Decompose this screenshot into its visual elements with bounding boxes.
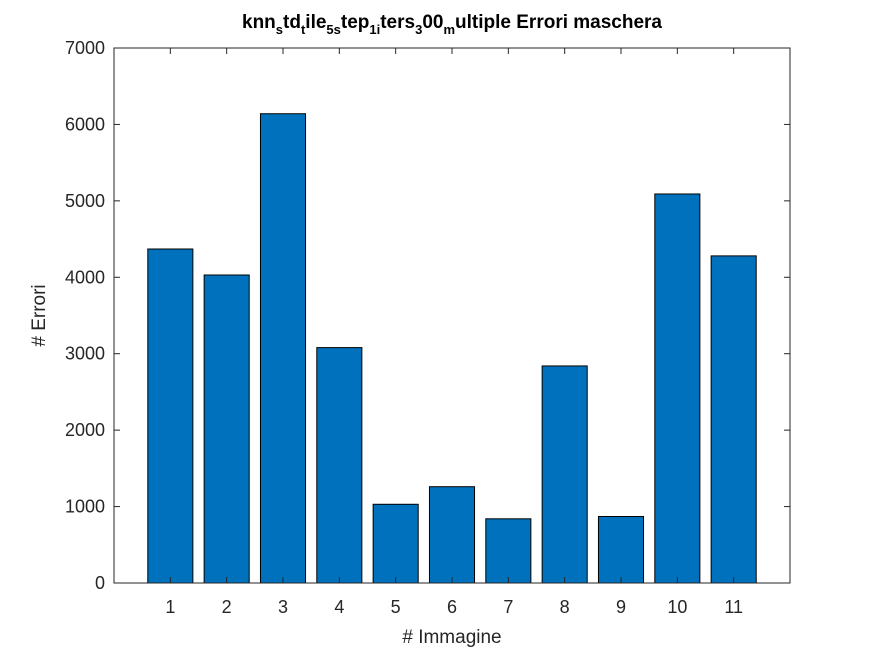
bar-11 bbox=[710, 255, 757, 584]
title-subscript: 1i bbox=[369, 22, 380, 37]
bar-3 bbox=[259, 113, 307, 584]
y-tick-label: 7000 bbox=[65, 38, 105, 58]
title-text: ters bbox=[380, 12, 415, 33]
x-tick-label: 6 bbox=[447, 597, 457, 617]
x-tick-label: 10 bbox=[667, 597, 687, 617]
y-tick-label: 1000 bbox=[65, 497, 105, 517]
bar-1 bbox=[147, 248, 194, 584]
x-axis-label: # Immagine bbox=[402, 627, 501, 648]
title-text: td bbox=[283, 12, 301, 33]
x-tick-label: 8 bbox=[560, 597, 570, 617]
y-tick-label: 0 bbox=[95, 573, 105, 593]
y-tick-label: 6000 bbox=[65, 114, 105, 134]
bar-4 bbox=[316, 347, 363, 584]
bar-8 bbox=[541, 365, 588, 584]
x-tick-label: 5 bbox=[391, 597, 401, 617]
x-tick-label: 1 bbox=[165, 597, 175, 617]
bar-2 bbox=[203, 274, 250, 584]
x-tick-label: 4 bbox=[334, 597, 344, 617]
bar-6 bbox=[428, 486, 476, 584]
title-text: ile bbox=[305, 12, 326, 33]
y-axis-ticks: 0 1000 2000 3000 4000 5000 6000 7000 bbox=[65, 38, 790, 593]
title-text: tep bbox=[341, 12, 370, 33]
x-tick-label: 3 bbox=[278, 597, 288, 617]
x-tick-label: 7 bbox=[503, 597, 513, 617]
title-text: ultiple Errori maschera bbox=[455, 12, 662, 33]
title-text: 00 bbox=[422, 12, 443, 33]
y-tick-label: 2000 bbox=[65, 420, 105, 440]
x-axis-ticks: 1 2 3 4 5 6 7 8 9 10 11 bbox=[165, 48, 743, 617]
bar-10 bbox=[654, 193, 701, 584]
title-subscript: 5s bbox=[326, 22, 340, 37]
x-tick-label: 9 bbox=[616, 597, 626, 617]
title-subscript: t bbox=[301, 22, 306, 37]
bar-5 bbox=[372, 503, 419, 584]
title-subscript: m bbox=[443, 22, 455, 37]
x-tick-label: 11 bbox=[724, 597, 743, 617]
y-tick-label: 5000 bbox=[65, 191, 105, 211]
y-tick-label: 3000 bbox=[65, 344, 105, 364]
bar-7 bbox=[485, 518, 532, 584]
title-subscript: 3 bbox=[415, 22, 422, 37]
chart-title: knnstdtile5step1iters300multiple Errori … bbox=[242, 12, 662, 37]
bars-group bbox=[147, 113, 757, 584]
title-subscript: s bbox=[276, 22, 283, 37]
x-tick-label: 2 bbox=[222, 597, 232, 617]
y-tick-label: 4000 bbox=[65, 267, 105, 287]
y-axis-label: # Errori bbox=[29, 284, 50, 346]
title-text: knn bbox=[242, 12, 276, 33]
bar-9 bbox=[597, 516, 645, 584]
